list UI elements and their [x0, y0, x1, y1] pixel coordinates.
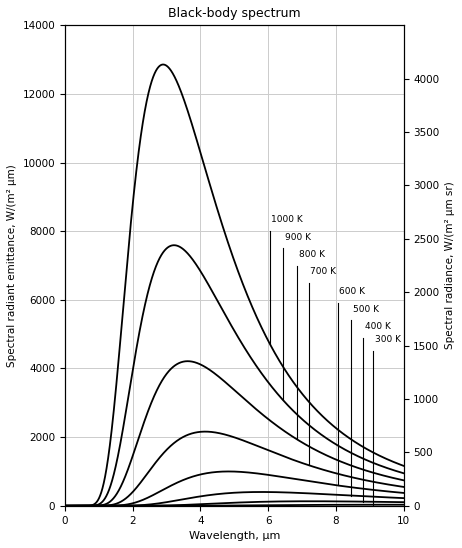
Text: 800 K: 800 K [298, 250, 325, 259]
Text: 400 K: 400 K [365, 322, 390, 331]
Y-axis label: Spectral radiant emittance, W/(m² μm): Spectral radiant emittance, W/(m² μm) [7, 164, 17, 367]
Text: 300 K: 300 K [375, 335, 401, 345]
Title: Black-body spectrum: Black-body spectrum [168, 7, 301, 20]
X-axis label: Wavelength, μm: Wavelength, μm [188, 531, 280, 541]
Text: 1000 K: 1000 K [272, 215, 303, 224]
Text: 600 K: 600 K [339, 287, 365, 296]
Text: 700 K: 700 K [310, 267, 336, 276]
Text: 900 K: 900 K [285, 232, 311, 242]
Y-axis label: Spectral radiance, W/(m² μm sr): Spectral radiance, W/(m² μm sr) [445, 181, 455, 350]
Text: 500 K: 500 K [353, 305, 379, 313]
